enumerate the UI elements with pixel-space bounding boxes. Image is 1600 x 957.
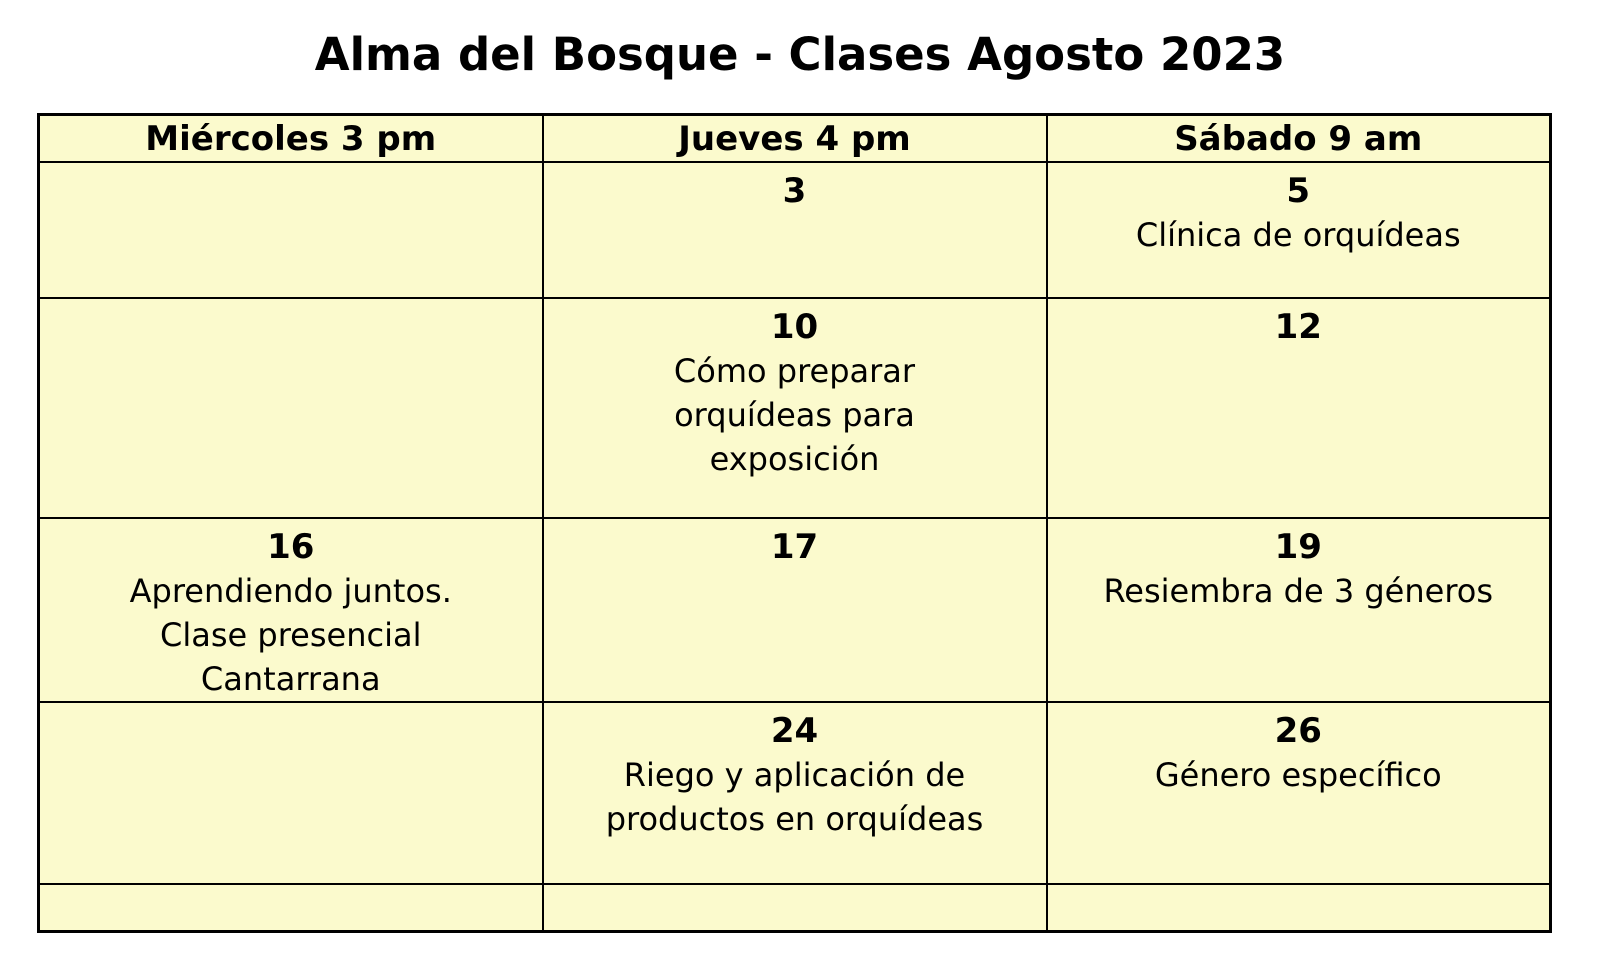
event-text: Aprendiendo juntos. Clase presencial Can…	[129, 572, 452, 698]
calendar-cell	[37, 883, 544, 932]
calendar-row: 24 Riego y aplicación de productos en orq…	[37, 701, 1552, 885]
calendar-row: 10 Cómo preparar orquídeas para exposició…	[37, 297, 1552, 519]
calendar-row: 16 Aprendiendo juntos. Clase presencial C…	[37, 517, 1552, 703]
calendar-cell	[37, 701, 544, 885]
date-number: 3	[782, 171, 807, 211]
calendar-cell	[37, 297, 544, 519]
date-number: 26	[1274, 711, 1322, 751]
calendar-cell	[37, 161, 544, 299]
page-title: Alma del Bosque - Clases Agosto 2023	[314, 28, 1286, 81]
date-number: 17	[770, 527, 819, 567]
calendar-body: 3 5 Clínica de orquídeas 10 Cómo preparar or…	[37, 161, 1552, 932]
calendar-cell: 26 Género específico	[1045, 701, 1552, 885]
calendar-head: Miércoles 3 pm Jueves 4 pm Sábado 9 am	[37, 113, 1552, 163]
calendar-cell	[541, 883, 1048, 932]
calendar-row	[37, 883, 1552, 932]
calendar-cell: 10 Cómo preparar orquídeas para exposició…	[541, 297, 1048, 519]
event-text: Riego y aplicación de productos en orquí…	[605, 756, 984, 838]
date-number: 16	[267, 527, 315, 567]
date-number: 5	[1286, 171, 1311, 211]
calendar-cell: 12	[1045, 297, 1552, 519]
calendar-cell: 17	[541, 517, 1048, 703]
calendar-cell	[1045, 883, 1552, 932]
date-number: 24	[770, 711, 819, 751]
date-number: 12	[1274, 307, 1322, 347]
calendar-table: Miércoles 3 pm Jueves 4 pm Sábado 9 am 3 5 C…	[37, 113, 1552, 933]
event-text: Género específico	[1154, 756, 1442, 794]
calendar-cell: 16 Aprendiendo juntos. Clase presencial C…	[37, 517, 544, 703]
date-number: 19	[1274, 527, 1322, 567]
event-text: Resiembra de 3 géneros	[1103, 572, 1494, 610]
header-row: Miércoles 3 pm Jueves 4 pm Sábado 9 am	[37, 113, 1552, 163]
calendar-cell: 24 Riego y aplicación de productos en orq…	[541, 701, 1048, 885]
calendar-cell: 5 Clínica de orquídeas	[1045, 161, 1552, 299]
column-header: Jueves 4 pm	[541, 113, 1048, 163]
calendar-cell: 19 Resiembra de 3 géneros	[1045, 517, 1552, 703]
date-number: 10	[770, 307, 819, 347]
column-header: Sábado 9 am	[1045, 113, 1552, 163]
event-text: Cómo preparar orquídeas para exposición	[673, 352, 916, 478]
flyer-page: Alma del Bosque - Clases Agosto 2023 Mié…	[0, 28, 1600, 957]
calendar-row: 3 5 Clínica de orquídeas	[37, 161, 1552, 299]
event-text: Clínica de orquídeas	[1135, 216, 1461, 254]
column-header: Miércoles 3 pm	[37, 113, 544, 163]
calendar-cell: 3	[541, 161, 1048, 299]
